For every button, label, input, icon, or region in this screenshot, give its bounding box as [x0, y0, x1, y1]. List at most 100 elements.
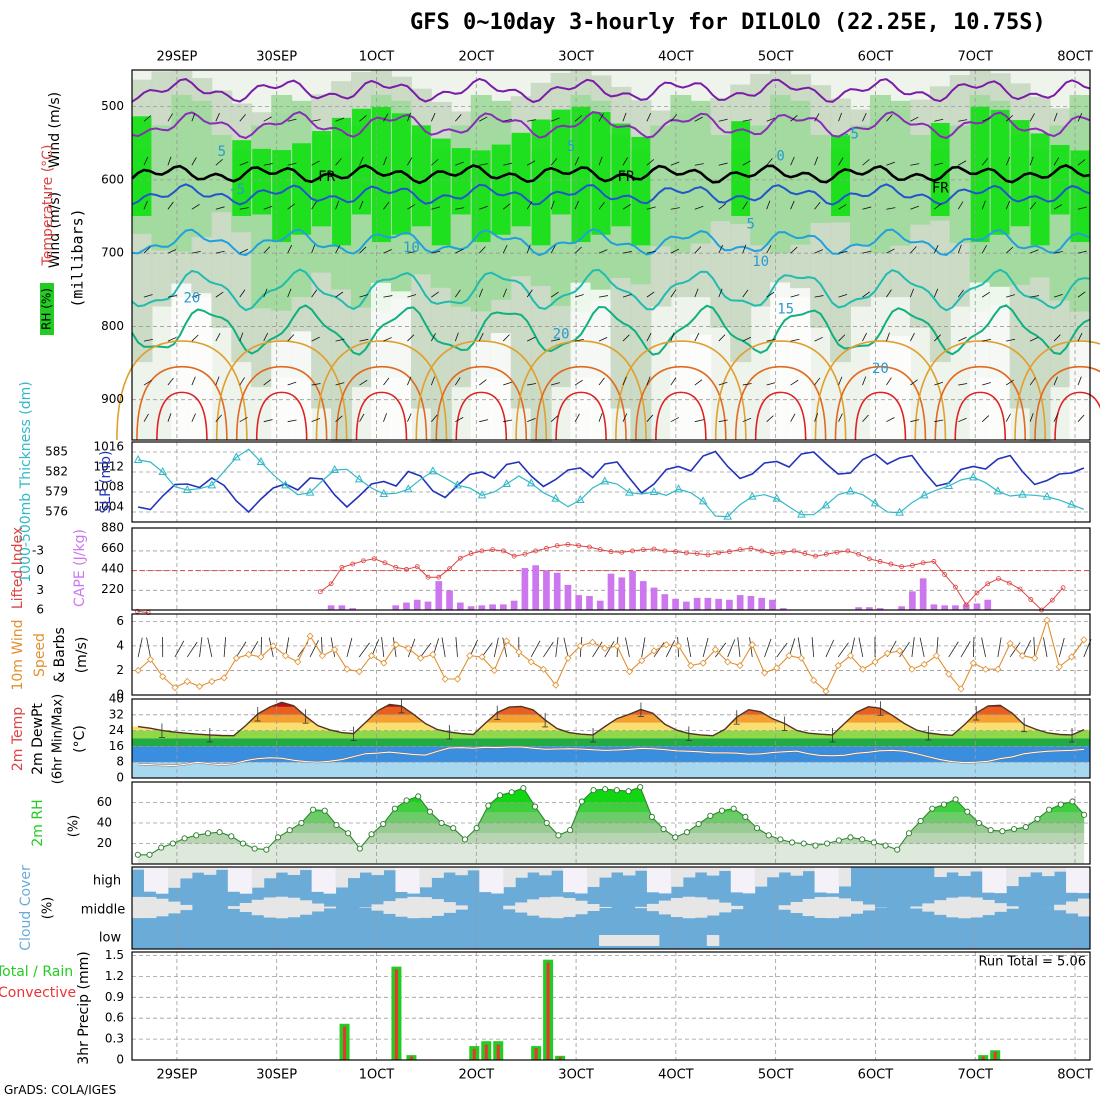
- isotherm-label: 20: [553, 326, 570, 342]
- wind10m-marker: [171, 684, 179, 692]
- wind-barb: [574, 294, 584, 298]
- wind10m-barb: [960, 641, 971, 658]
- wind-barb: [167, 295, 177, 298]
- thickness-marker: [404, 484, 413, 493]
- cape-bar: [629, 570, 636, 610]
- rh-shade: [451, 148, 471, 215]
- cloud-middle-cell: [431, 899, 444, 916]
- wind-barb: [143, 338, 153, 342]
- isotherm-label: 5: [746, 217, 754, 233]
- wind-barb: [431, 206, 441, 210]
- wind-barb: [167, 113, 173, 122]
- cloud-middle-cell: [826, 896, 840, 919]
- precip-convective-bar: [534, 1048, 538, 1060]
- precip-tick-label: 0.6: [105, 1011, 124, 1025]
- rh-marker: [824, 840, 831, 847]
- cloud-high-cell: [323, 867, 337, 894]
- rh-marker: [193, 832, 200, 839]
- wind-barb: [503, 118, 513, 122]
- wind10m-marker: [589, 638, 597, 646]
- rh-shade: [1069, 340, 1091, 440]
- isotherm-label: FR: [932, 181, 949, 197]
- lifted-index-marker: [447, 566, 452, 572]
- rh-shade: [391, 113, 411, 235]
- wind-barb: [742, 160, 751, 166]
- wind10m-marker: [367, 652, 376, 660]
- wind10m-marker: [159, 673, 167, 681]
- wind-barb: [1077, 414, 1085, 422]
- wind-barb: [670, 207, 680, 210]
- rh-shade: [909, 134, 931, 225]
- wind-barb: [910, 163, 920, 166]
- cloud-high-cell: [575, 867, 588, 894]
- wind-barb: [215, 332, 221, 342]
- cloud-high-cell: [718, 867, 732, 871]
- wind-barb: [454, 377, 461, 386]
- lifted-index-marker: [371, 556, 377, 562]
- slp-tick-label: 1004: [93, 500, 124, 514]
- wind-barb: [814, 113, 820, 122]
- rh-marker: [707, 812, 714, 819]
- date-label-top: 3OCT: [558, 50, 594, 65]
- rh-legend-swatch: [40, 283, 54, 335]
- wind10m-barb: [811, 637, 815, 657]
- cape-bar: [413, 599, 421, 610]
- wind-barb: [431, 332, 436, 342]
- rh-shade: [690, 334, 712, 440]
- cloud-high-cell: [814, 867, 828, 893]
- cape-bar: [543, 570, 550, 610]
- wind10m-marker: [478, 653, 486, 661]
- date-label-bottom: 2OCT: [459, 1068, 495, 1083]
- wind-barb: [167, 377, 174, 386]
- wind-barb: [407, 376, 412, 386]
- cape-bar: [726, 599, 733, 610]
- wind10m-marker: [453, 675, 462, 683]
- cloud-high-cell: [826, 867, 840, 894]
- rh-marker: [391, 805, 398, 812]
- cloud-high-cell: [239, 867, 253, 894]
- thickness-tick-label: 582: [45, 465, 68, 479]
- wind-barb: [335, 291, 344, 298]
- thickness-marker: [182, 484, 192, 493]
- wind-barb: [143, 200, 148, 210]
- lifted-index-marker: [1060, 585, 1066, 591]
- wind10m-marker: [650, 647, 658, 655]
- cloud-high-cell: [587, 867, 600, 887]
- wind-barb: [215, 291, 224, 298]
- wind-frame: [131, 613, 1091, 696]
- rh-shade: [431, 138, 451, 246]
- li-tick-label: 6: [36, 603, 44, 617]
- date-label-bottom: 5OCT: [758, 1068, 794, 1083]
- temp-band: [132, 762, 1090, 778]
- lifted-index-marker: [608, 549, 614, 555]
- cape-bar: [500, 604, 507, 610]
- pressure-tick-label: 700: [101, 246, 124, 260]
- cloud-middle-cell: [718, 902, 732, 913]
- date-label-top: 30SEP: [256, 50, 297, 65]
- rh-marker: [333, 822, 340, 829]
- isotherm-label: 15: [777, 302, 794, 318]
- cloud-high-cell: [790, 867, 804, 876]
- cloud-middle-cell: [383, 901, 396, 914]
- marks-layer: [116, 77, 1100, 1060]
- cloud-high-cell: [479, 867, 492, 893]
- temp-tick-label: 40: [109, 692, 124, 706]
- wind-barb: [694, 163, 704, 166]
- wind-barb: [742, 244, 747, 254]
- precip-convective-bar: [409, 1056, 413, 1060]
- rh-marker: [345, 830, 352, 837]
- cloud-middle-cell: [407, 896, 420, 919]
- lifted-index-marker: [500, 548, 506, 554]
- cloud-low-cell: [706, 935, 720, 946]
- date-label-bottom: 7OCT: [957, 1068, 993, 1083]
- rh-marker: [485, 802, 492, 809]
- precip-convective-bar: [993, 1051, 997, 1060]
- cloud-middle-cell: [563, 898, 576, 917]
- wind-barb: [263, 379, 272, 386]
- rh-marker: [625, 788, 632, 795]
- wind-barb: [239, 248, 249, 254]
- rh-marker: [415, 793, 422, 800]
- wind-barb: [934, 334, 941, 342]
- wind-barb: [982, 117, 991, 122]
